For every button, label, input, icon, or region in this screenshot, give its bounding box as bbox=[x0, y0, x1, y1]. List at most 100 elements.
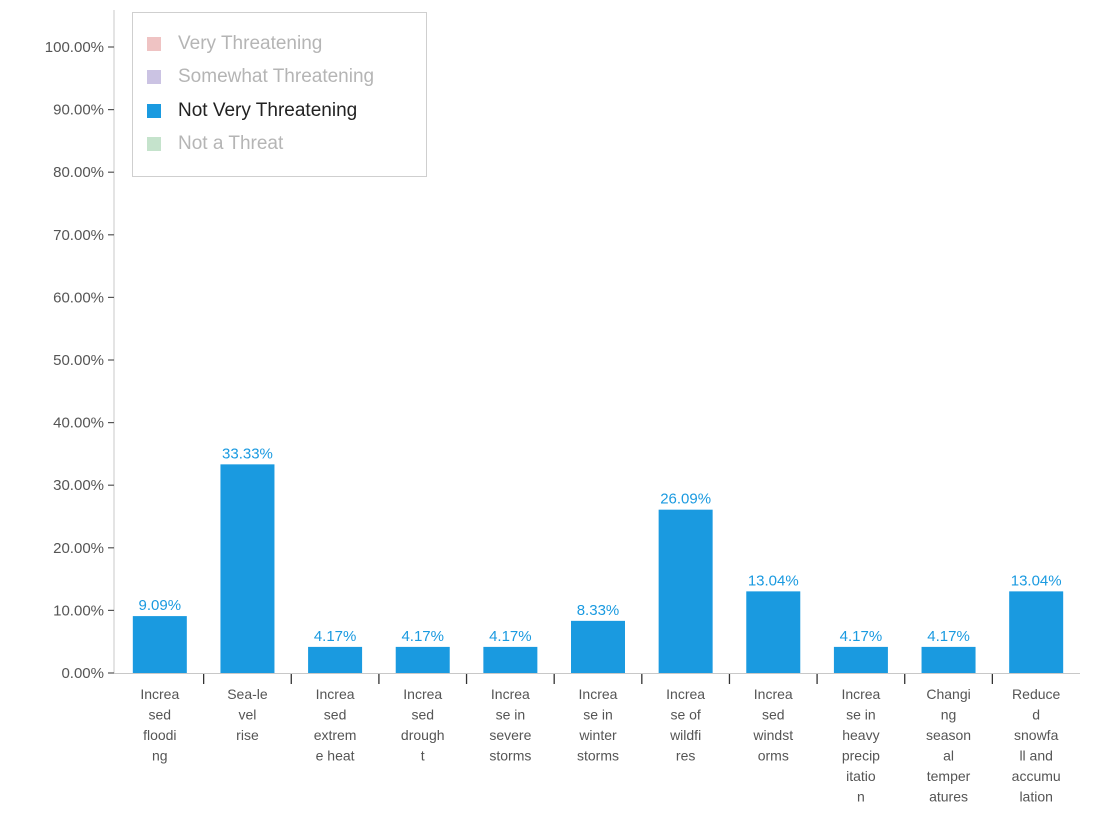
category-label-line: se in bbox=[583, 707, 613, 723]
legend-swatch bbox=[147, 103, 161, 118]
category-label-line: floodi bbox=[143, 727, 176, 743]
category-label-line: Increa bbox=[754, 686, 793, 702]
category-label: Increa se in heavy precip itatio n bbox=[841, 686, 880, 805]
category-label-line: winter bbox=[578, 727, 617, 743]
category-label-line: Increa bbox=[841, 686, 880, 702]
y-tick-label: 100.00% bbox=[45, 39, 104, 56]
bar bbox=[483, 646, 538, 673]
y-axis: 0.00% 10.00% 20.00% 30.00% 40.00% 50.00% 60.00… bbox=[45, 10, 115, 682]
category-label-line: sed bbox=[762, 707, 785, 723]
category-label-line: ng bbox=[941, 707, 957, 723]
category-label: Sea-le vel rise bbox=[227, 686, 268, 743]
category-label-line: se in bbox=[846, 707, 876, 723]
legend-label: Somewhat Threatening bbox=[178, 66, 375, 88]
data-label: 4.17% bbox=[489, 628, 532, 645]
category-label-line: storms bbox=[577, 748, 619, 764]
category-label-line: ng bbox=[152, 748, 168, 764]
legend-item-somewhat-threatening[interactable]: Somewhat Threatening bbox=[147, 61, 426, 95]
y-tick-label: 20.00% bbox=[53, 540, 104, 557]
legend-swatch bbox=[147, 36, 161, 51]
category-label-line: itatio bbox=[846, 768, 876, 784]
category-label-line: Increa bbox=[666, 686, 705, 702]
data-label: 9.09% bbox=[139, 597, 182, 614]
category-label-line: atures bbox=[929, 789, 968, 805]
category-label: Increa se of wildfi res bbox=[666, 686, 705, 764]
bar bbox=[658, 509, 713, 673]
data-label: 4.17% bbox=[314, 628, 357, 645]
data-label: 8.33% bbox=[577, 602, 620, 619]
bar bbox=[833, 646, 888, 673]
category-label: Increa sed windst orms bbox=[752, 686, 793, 764]
data-label: 33.33% bbox=[222, 445, 273, 462]
category-label-line: accumu bbox=[1012, 768, 1061, 784]
data-labels: 9.09% 33.33% 4.17% 4.17% 4.17% 8.33% 26.09% 13.… bbox=[139, 445, 1062, 645]
y-tick-label: 60.00% bbox=[53, 289, 104, 306]
category-label-line: se of bbox=[670, 707, 700, 723]
category-label-line: Increa bbox=[491, 686, 530, 702]
bar bbox=[308, 646, 363, 673]
legend-item-not-very-threatening[interactable]: Not Very Threatening bbox=[147, 94, 426, 128]
category-label-line: vel bbox=[239, 707, 257, 723]
category-label: Reduce d snowfa ll and accumu lation bbox=[1012, 686, 1061, 805]
category-label-line: wildfi bbox=[669, 727, 701, 743]
category-label: Increa sed floodi ng bbox=[140, 686, 179, 764]
category-label-line: al bbox=[943, 748, 954, 764]
data-label: 26.09% bbox=[660, 491, 711, 508]
category-label-line: sed bbox=[149, 707, 172, 723]
y-tick-label: 40.00% bbox=[53, 415, 104, 432]
category-label-line: Reduce bbox=[1012, 686, 1060, 702]
category-label-line: drough bbox=[401, 727, 445, 743]
category-label-line: lation bbox=[1019, 789, 1052, 805]
legend-swatch bbox=[147, 137, 161, 152]
category-label-line: ll and bbox=[1019, 748, 1052, 764]
category-label-line: res bbox=[676, 748, 695, 764]
category-label: Increa sed drough t bbox=[401, 686, 445, 764]
category-label-line: season bbox=[926, 727, 971, 743]
category-label-line: rise bbox=[236, 727, 259, 743]
category-label-line: n bbox=[857, 789, 865, 805]
data-label: 13.04% bbox=[748, 572, 799, 589]
category-label-line: Changi bbox=[926, 686, 970, 702]
category-label: Changi ng season al temper atures bbox=[926, 686, 971, 805]
category-label-line: severe bbox=[489, 727, 531, 743]
y-tick-label: 0.00% bbox=[61, 665, 104, 682]
y-tick-label: 70.00% bbox=[53, 227, 104, 244]
category-label-line: extrem bbox=[314, 727, 357, 743]
category-label: Increa sed extrem e heat bbox=[314, 686, 357, 764]
category-label-line: precip bbox=[842, 748, 880, 764]
data-label: 4.17% bbox=[927, 628, 970, 645]
category-labels: Increa sed floodi ng Sea-le vel rise Increa sed e… bbox=[140, 686, 1060, 805]
bar bbox=[746, 591, 801, 673]
legend-item-not-a-threat[interactable]: Not a Threat bbox=[147, 128, 426, 162]
category-label-line: se in bbox=[496, 707, 526, 723]
legend-label: Not Very Threatening bbox=[178, 99, 358, 121]
category-label-line: d bbox=[1032, 707, 1040, 723]
bar bbox=[220, 464, 275, 673]
category-label-line: sed bbox=[411, 707, 434, 723]
bar bbox=[921, 646, 976, 673]
data-label: 13.04% bbox=[1011, 572, 1062, 589]
y-tick-label: 90.00% bbox=[53, 102, 104, 119]
category-label-line: windst bbox=[752, 727, 793, 743]
category-label-line: e heat bbox=[316, 748, 355, 764]
legend-item-very-threatening[interactable]: Very Threatening bbox=[147, 27, 426, 61]
y-tick-label: 50.00% bbox=[53, 352, 104, 369]
category-label-line: Increa bbox=[579, 686, 618, 702]
category-label-line: heavy bbox=[842, 727, 879, 743]
category-label-line: Sea-le bbox=[227, 686, 268, 702]
y-tick-label: 30.00% bbox=[53, 477, 104, 494]
legend-label: Very Threatening bbox=[178, 32, 323, 54]
category-label-line: storms bbox=[489, 748, 531, 764]
bar bbox=[1009, 591, 1064, 673]
bars bbox=[132, 464, 1064, 673]
category-label-line: orms bbox=[758, 748, 789, 764]
category-label: Increa se in severe storms bbox=[489, 686, 531, 764]
y-tick-label: 80.00% bbox=[53, 164, 104, 181]
legend: Very Threatening Somewhat Threatening No… bbox=[132, 12, 427, 177]
category-label: Increa se in winter storms bbox=[577, 686, 619, 764]
y-tick-label: 10.00% bbox=[53, 602, 104, 619]
category-label-line: t bbox=[421, 748, 425, 764]
category-label-line: temper bbox=[927, 768, 971, 784]
bar bbox=[571, 620, 625, 673]
